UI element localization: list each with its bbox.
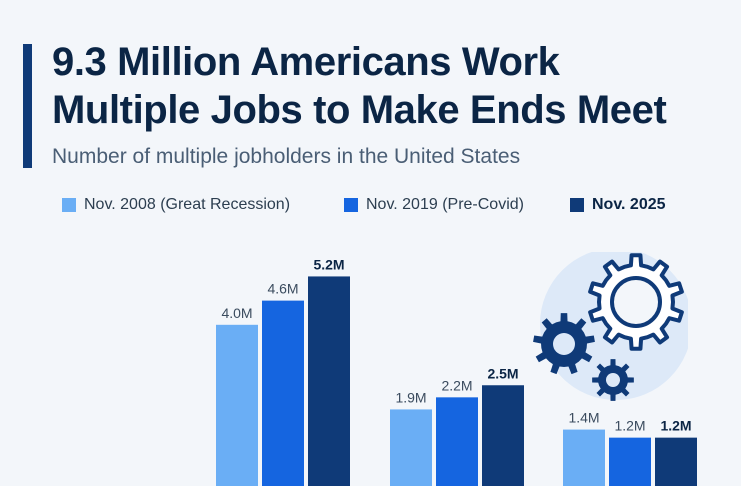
legend-item-2019: Nov. 2019 (Pre-Covid) [344,196,524,214]
bar-2025-group-2 [482,385,524,486]
legend-item-2025: Nov. 2025 [570,196,666,214]
chart-subtitle: Number of multiple jobholders in the Uni… [52,145,521,168]
bar-2025-group-1 [308,276,350,486]
bar-2025-group-3 [655,437,697,486]
legend-item-2008: Nov. 2008 (Great Recession) [62,196,290,214]
legend-swatch-2025 [570,198,584,212]
data-label-2008-group-1: 4.0M [221,305,252,321]
data-label-2025-group-3: 1.2M [660,418,691,434]
bar-2008-group-3 [563,429,605,486]
gears-illustration [533,252,688,401]
data-label-2025-group-1: 5.2M [313,256,344,272]
title-line-1: 9.3 Million Americans Work [52,40,560,84]
data-label-2008-group-2: 1.9M [395,389,426,405]
legend-label-2019: Nov. 2019 (Pre-Covid) [366,196,524,213]
bar-2008-group-1 [216,324,258,486]
data-label-2019-group-3: 1.2M [614,418,645,434]
bar-2008-group-2 [390,409,432,486]
data-label-2008-group-3: 1.4M [568,410,599,426]
data-label-2019-group-1: 4.6M [267,281,298,297]
legend-label-2008: Nov. 2008 (Great Recession) [84,196,291,213]
legend-swatch-2019 [344,198,358,212]
data-label-2019-group-2: 2.2M [441,377,472,393]
bar-2019-group-2 [436,397,478,486]
data-label-2025-group-2: 2.5M [487,365,518,381]
large-gear-icon [588,253,684,351]
page-title: 9.3 Million Americans Work Multiple Jobs… [52,38,732,134]
legend-swatch-2008 [62,198,76,212]
medium-gear-icon [533,313,595,375]
bar-2019-group-3 [609,437,651,486]
bar-2019-group-1 [262,300,304,486]
small-gear-icon [592,359,634,401]
legend-label-2025: Nov. 2025 [592,196,666,213]
title-line-2: Multiple Jobs to Make Ends Meet [52,88,667,132]
title-accent-bar [23,44,32,168]
